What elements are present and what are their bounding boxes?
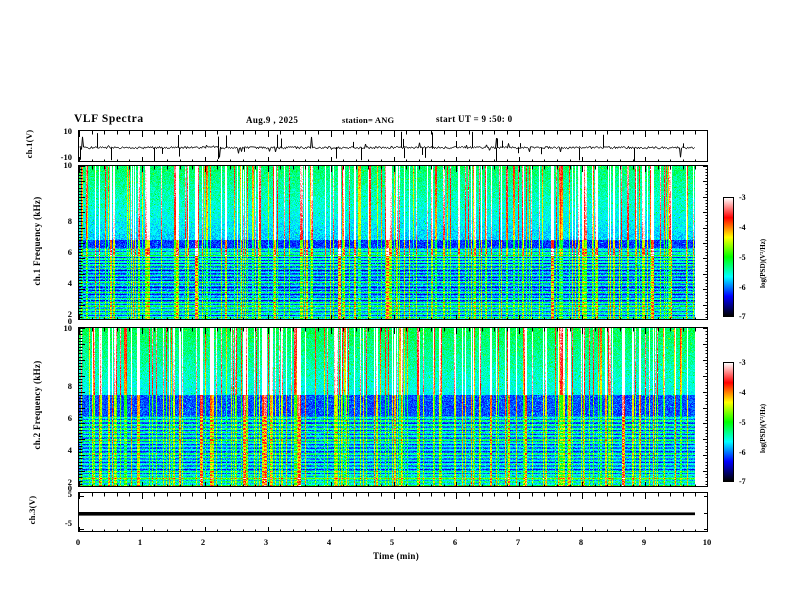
plot-title: VLF Spectra [74, 113, 144, 125]
ch2-spec-ytick-2: 2 [67, 477, 72, 487]
cb2-tick--5: -5 [739, 418, 746, 427]
ch3-waveform-ytick-5: 5 [67, 489, 72, 499]
ch2-spec-ytick-0: 0 [67, 483, 72, 493]
ch3-waveform-panel [78, 492, 708, 532]
cb2-tick--7: -7 [739, 477, 746, 486]
station-label: station= ANG [342, 115, 395, 125]
ch1-spectrogram-panel [78, 165, 708, 320]
ch1-spec-ytick-4: 4 [67, 278, 72, 288]
xtick-6: 6 [452, 537, 458, 547]
xaxis-title: Time (min) [372, 551, 420, 561]
xtick-3: 3 [263, 537, 269, 547]
ch2-colorbar [723, 362, 734, 482]
ch2-spectrogram-panel [78, 327, 708, 487]
xtick-9: 9 [641, 537, 647, 547]
ch2-spec-ytick-4: 4 [67, 445, 72, 455]
cb2-tick--4: -4 [739, 388, 746, 397]
xtick-5: 5 [389, 537, 395, 547]
ch2-colorbar-label: log(PSD)(V²/Hz) [759, 403, 767, 453]
xtick-10: 10 [702, 537, 712, 547]
ch1-colorbar-gradient [724, 198, 733, 316]
ch3-waveform-ytick-neg5: -5 [64, 518, 72, 528]
cb1-tick--5: -5 [739, 253, 746, 262]
ch1-spectrogram-ylabel: ch.1 Frequency (kHz) [32, 196, 42, 286]
start-ut-label: start UT = 9 :50: 0 [436, 114, 513, 124]
plot-date: Aug.9 , 2025 [246, 115, 299, 125]
ch1-colorbar [723, 197, 734, 317]
ch3-waveform-ylabel: ch.3(V) [27, 495, 37, 525]
ch1-waveform-ytick-neg10: -10 [60, 152, 72, 162]
xtick-4: 4 [326, 537, 332, 547]
ch1-spec-ytick-0: 0 [67, 316, 72, 326]
ch1-spec-ytick-10: 10 [63, 160, 73, 170]
cb1-tick--7: -7 [739, 312, 746, 321]
xtick-2: 2 [200, 537, 206, 547]
cb2-tick--6: -6 [739, 448, 746, 457]
ch2-spec-ytick-6: 6 [67, 413, 72, 423]
cb2-tick--3: -3 [739, 358, 746, 367]
ch1-spec-ytick-2: 2 [67, 309, 72, 319]
ch2-spectrogram-ylabel: ch.2 Frequency (kHz) [32, 360, 42, 450]
ch1-colorbar-label: log(PSD)(V²/Hz) [759, 238, 767, 288]
ch1-spec-ytick-6: 6 [67, 247, 72, 257]
xtick-7: 7 [515, 537, 521, 547]
ch1-waveform-ylabel: ch.1(V) [24, 129, 34, 159]
xtick-0: 0 [75, 537, 81, 547]
cb1-tick--4: -4 [739, 223, 746, 232]
ch2-colorbar-gradient [724, 363, 733, 481]
xtick-1: 1 [137, 537, 143, 547]
ch2-spec-ytick-8: 8 [67, 381, 72, 391]
ch1-spec-ytick-8: 8 [67, 216, 72, 226]
ch1-waveform-ytick-10: 10 [63, 126, 73, 136]
xtick-8: 8 [578, 537, 584, 547]
cb1-tick--6: -6 [739, 283, 746, 292]
ch2-spec-ytick-10: 10 [63, 323, 73, 333]
ch1-waveform-panel [78, 130, 708, 162]
cb1-tick--3: -3 [739, 193, 746, 202]
